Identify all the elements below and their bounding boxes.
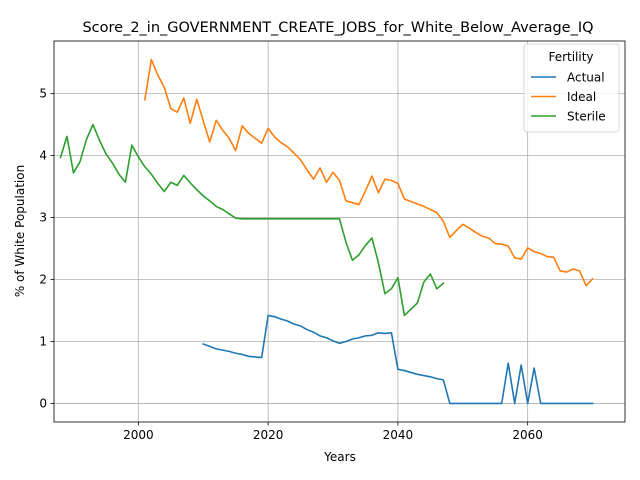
series-line-ideal [143,58,594,287]
chart-title: Score_2_in_GOVERNMENT_CREATE_JOBS_for_Wh… [82,20,593,36]
legend-label-actual: Actual [567,71,605,85]
y-axis-ticks: 0 1 2 3 4 5 [39,87,54,410]
x-tick-label: 2000 [123,428,154,442]
series-layer [59,58,594,405]
y-tick-label: 0 [39,396,47,410]
legend: Fertility Actual Ideal Sterile [523,43,620,133]
legend-box [523,43,620,133]
y-tick-label: 5 [39,87,47,101]
plot-frame [53,40,626,423]
y-tick-label: 2 [39,273,47,287]
x-tick-label: 2020 [253,428,284,442]
series-line-sterile [59,123,445,317]
legend-title: Fertility [548,50,593,64]
x-tick-label: 2060 [512,428,543,442]
legend-label-sterile: Sterile [567,110,606,124]
legend-label-ideal: Ideal [567,90,596,104]
y-axis-label: % of White Population [13,165,27,297]
x-tick-label: 2040 [383,428,414,442]
y-tick-label: 4 [39,149,47,163]
x-axis-label: Years [323,450,356,464]
legend-entries: Actual Ideal Sterile [531,71,606,124]
y-tick-label: 1 [39,334,47,348]
x-axis-ticks: 2000 2020 2040 2060 [123,422,543,442]
y-tick-label: 3 [39,211,47,225]
series-line-actual [202,314,594,405]
